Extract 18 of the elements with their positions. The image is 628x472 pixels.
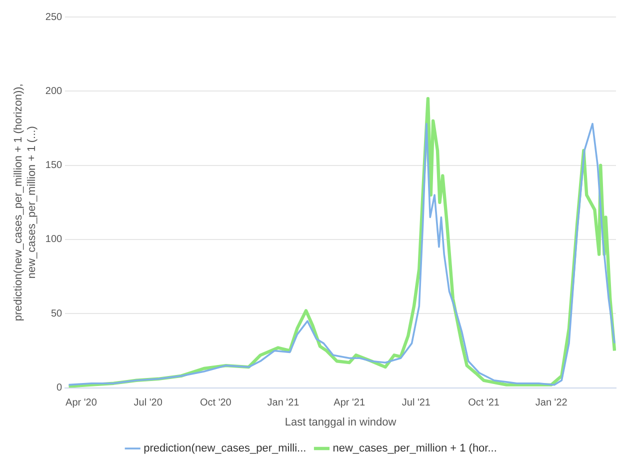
y-tick-label: 150 bbox=[45, 160, 63, 172]
x-tick-label: Oct '20 bbox=[200, 398, 232, 409]
legend-label: prediction(new_cases_per_milli... bbox=[144, 442, 306, 455]
x-tick-label: Jul '20 bbox=[134, 398, 163, 409]
x-axis-title: Last tanggal in window bbox=[284, 416, 396, 428]
x-tick-label: Jan '22 bbox=[535, 398, 568, 409]
y-axis-title: prediction(new_cases_per_million + 1 (horizon)), new_cases_per_million + 1 (...) bbox=[12, 84, 38, 322]
y-tick-label: 250 bbox=[45, 12, 63, 23]
x-tick-label: Apr '20 bbox=[66, 398, 98, 409]
y-tick-label: 200 bbox=[45, 86, 63, 97]
x-tick-label: Apr '21 bbox=[334, 398, 366, 409]
x-tick-label: Jul '21 bbox=[402, 398, 431, 409]
y-tick-label: 100 bbox=[45, 234, 63, 246]
y-tick-label: 50 bbox=[50, 308, 63, 320]
y-tick-label: 0 bbox=[56, 382, 63, 394]
legend-label: new_cases_per_million + 1 (hor... bbox=[332, 442, 497, 455]
x-tick-label: Oct '21 bbox=[468, 398, 500, 409]
x-tick-label: Jan '21 bbox=[267, 398, 300, 409]
